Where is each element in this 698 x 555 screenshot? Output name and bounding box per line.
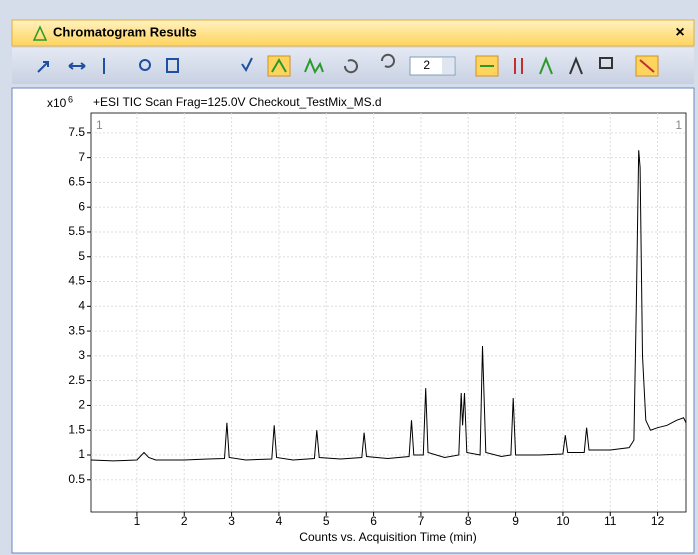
plot-area: [90, 112, 687, 513]
y-tick-label: 0.5: [68, 472, 85, 486]
y-tick-label: 7.5: [68, 125, 85, 139]
y-tick-label: 2: [78, 398, 85, 412]
x-tick-label: 6: [370, 514, 377, 528]
corner-label: 1: [96, 118, 103, 132]
y-tick-label: 6: [78, 199, 85, 213]
x-tick-label: 7: [418, 514, 425, 528]
dropdown-arrow[interactable]: [442, 58, 454, 74]
x-axis-label: Counts vs. Acquisition Time (min): [299, 530, 476, 544]
y-tick-label: 3.5: [68, 323, 85, 337]
y-tick-label: 7: [78, 150, 85, 164]
y-tick-label: 1: [78, 447, 85, 461]
close-button[interactable]: ×: [675, 24, 684, 41]
y-tick-label: 5.5: [68, 224, 85, 238]
x-tick-label: 3: [228, 514, 235, 528]
y-tick-label: 2.5: [68, 373, 85, 387]
line: [90, 150, 687, 462]
x-tick-label: 1: [134, 514, 141, 528]
toolbar-icons: [37, 53, 659, 77]
x-tick-label: 5: [323, 514, 330, 528]
chart-title: +ESI TIC Scan Frag=125.0V Checkout_TestM…: [93, 95, 382, 109]
x-tick-label: 11: [604, 514, 617, 528]
x-tick-label: 8: [465, 514, 472, 528]
x-tick-label: 2: [181, 514, 188, 528]
toolbar: [12, 48, 694, 84]
x-tick-label: 9: [512, 514, 519, 528]
x-tick-label: 10: [556, 514, 570, 528]
y-tick-label: 4.5: [68, 274, 85, 288]
y-tick-label: 1.5: [68, 422, 85, 436]
title-icon: [32, 25, 48, 41]
x-tick-label: 4: [276, 514, 283, 528]
y-multiplier: x10: [47, 96, 67, 110]
y-exponent: 6: [68, 94, 73, 104]
y-tick-label: 5: [78, 249, 85, 263]
corner-label: 1: [675, 118, 682, 132]
x-tick-label: 12: [651, 514, 665, 528]
dropdown-value: 2: [423, 58, 430, 72]
window-title: Chromatogram Results: [53, 24, 197, 39]
y-tick-label: 6.5: [68, 175, 85, 189]
y-tick-label: 4: [78, 298, 85, 312]
title-bar: [11, 19, 695, 47]
y-tick-label: 3: [78, 348, 85, 362]
